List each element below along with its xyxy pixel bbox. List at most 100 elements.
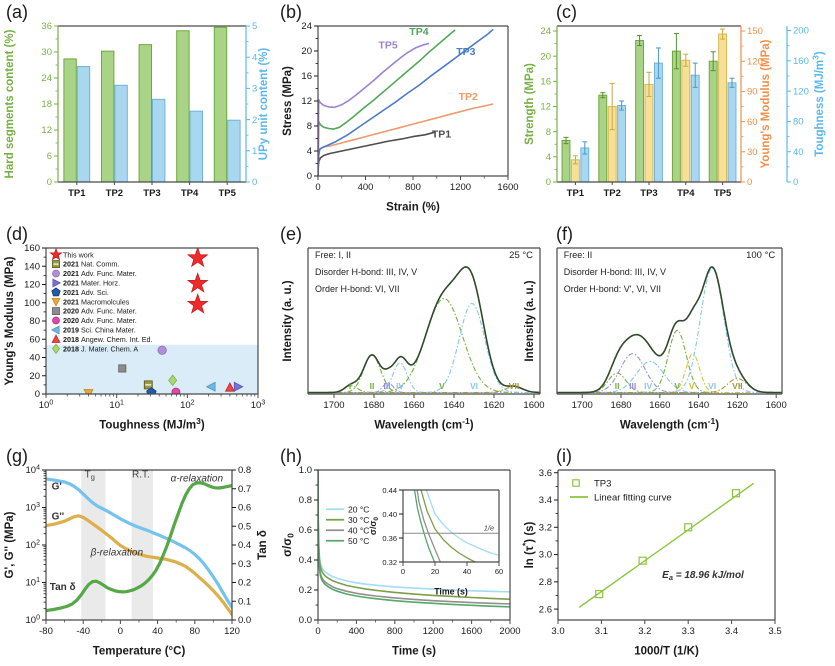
svg-text:0: 0 (401, 567, 405, 576)
svg-text:40: 40 (793, 147, 804, 158)
svg-text:2: 2 (252, 115, 257, 126)
svg-text:2.6: 2.6 (539, 604, 552, 615)
svg-text:-40: -40 (76, 626, 90, 637)
panel-d: (d) 0 20 40 60 80 100 120 140 160 Young's Modulus… (0, 222, 278, 444)
svg-text:16: 16 (540, 77, 551, 88)
svg-text:12: 12 (301, 96, 312, 107)
chart-i: 2.62.83.03.23.43.6ln (τ*) (s)3.0 3.1 3.2 3.… (521, 468, 782, 658)
svg-text:40 °C: 40 °C (348, 525, 369, 535)
svg-text:8: 8 (546, 127, 551, 138)
svg-text:120: 120 (747, 56, 763, 67)
svg-text:0.40: 0.40 (382, 510, 397, 519)
svg-text:VII: VII (509, 381, 519, 391)
svg-text:1660: 1660 (403, 400, 424, 411)
svg-text:20: 20 (301, 46, 312, 57)
svg-text:TP4: TP4 (181, 188, 199, 199)
svg-text:TP2: TP2 (459, 91, 478, 103)
svg-text:Toughness (MJ/m3): Toughness (MJ/m3) (811, 51, 826, 157)
svg-text:0.36: 0.36 (382, 534, 397, 543)
svg-text:30: 30 (41, 47, 52, 58)
svg-text:1600: 1600 (766, 400, 787, 411)
svg-text:24: 24 (301, 21, 312, 32)
svg-text:40: 40 (152, 626, 163, 637)
svg-text:12: 12 (41, 125, 52, 136)
svg-text:101: 101 (26, 577, 41, 589)
svg-text:0.3: 0.3 (238, 559, 251, 570)
svg-text:80: 80 (190, 626, 201, 637)
svg-text:60: 60 (495, 567, 503, 576)
svg-text:ln (τ*) (s): ln (τ*) (s) (521, 521, 536, 568)
svg-text:II: II (615, 381, 620, 391)
chart-c: 0 4 8 12 16 20 24 Strength (MPa) 0 30 60 90 120 150 Yo… (524, 25, 826, 199)
svg-text:1640: 1640 (443, 400, 464, 411)
svg-text:TP4: TP4 (409, 26, 428, 38)
svg-text:1200: 1200 (450, 182, 471, 193)
panel-i-label: (i) (556, 446, 572, 466)
svg-text:20: 20 (431, 567, 439, 576)
svg-text:5: 5 (252, 21, 257, 32)
svg-text:100: 100 (26, 615, 41, 627)
svg-text:This work: This work (63, 250, 94, 259)
panel-g-label: (g) (6, 446, 28, 466)
svg-text:TP3: TP3 (594, 478, 611, 489)
svg-text:3.0: 3.0 (539, 550, 552, 561)
svg-text:400: 400 (358, 182, 374, 193)
svg-text:20: 20 (540, 51, 551, 62)
chart-g: 100 101 102 103 104 G', G'' (MPa) 0.0 0.1 0.2 0.3… (4, 465, 269, 658)
svg-text:2021 Nat. Comm.: 2021 Nat. Comm. (63, 260, 119, 269)
svg-text:Tg: Tg (85, 470, 95, 482)
svg-text:TP3: TP3 (640, 188, 657, 199)
svg-text:Intensity (a. u.): Intensity (a. u.) (524, 280, 536, 361)
svg-text:3.2: 3.2 (638, 626, 651, 637)
panel-h: (h) 0.0 0.2 0.4 0.6 0.8 1.0 σ/σ0 0 400 800 1200 160… (278, 444, 556, 666)
svg-text:σ/σ0: σ/σ0 (282, 533, 296, 557)
svg-text:18: 18 (41, 99, 52, 110)
panel-f: (f) II III IV V V' VI VII Intensity (a. u.) 1700… (520, 222, 835, 444)
svg-text:1680: 1680 (610, 400, 631, 411)
svg-text:1700: 1700 (323, 400, 344, 411)
svg-text:Strain (%): Strain (%) (386, 202, 440, 214)
svg-text:2018 J. Mater. Chem. A: 2018 J. Mater. Chem. A (63, 344, 138, 353)
svg-text:IV: IV (396, 381, 404, 391)
chart-b: 0 4 8 12 16 20 24 Stress (MPa) 0 400 800 1200 1600 St… (282, 21, 519, 214)
svg-text:0: 0 (307, 171, 312, 182)
svg-text:1680: 1680 (363, 400, 384, 411)
svg-text:0.8: 0.8 (238, 465, 251, 476)
panel-b: (b) 0 4 8 12 16 20 24 Stress (MPa) 0 400 800 1200 16… (278, 0, 556, 222)
svg-text:3.1: 3.1 (595, 626, 608, 637)
svg-text:0.44: 0.44 (382, 486, 397, 495)
panel-c-label: (c) (556, 2, 577, 22)
svg-text:0: 0 (315, 626, 320, 637)
svg-text:I: I (349, 381, 351, 391)
svg-text:50 °C: 50 °C (348, 536, 369, 546)
panel-a: (a) 0 6 12 18 24 30 36 Hard segments content (%… (0, 0, 278, 222)
svg-text:120: 120 (224, 626, 240, 637)
panel-i: (i) 2.6 2.8 3.0 3.2 3.4 3.6 ln (τ*) (s) 3.0 3.1 3… (520, 444, 835, 666)
svg-text:3.3: 3.3 (682, 626, 695, 637)
svg-text:100 °C: 100 °C (746, 250, 775, 261)
svg-text:100: 100 (24, 298, 40, 309)
svg-text:1: 1 (252, 146, 257, 157)
svg-text:60: 60 (29, 334, 40, 345)
svg-text:TP4: TP4 (677, 188, 695, 199)
svg-text:0.32: 0.32 (382, 558, 397, 567)
svg-text:Ea = 18.96 kJ/mol: Ea = 18.96 kJ/mol (662, 570, 744, 582)
svg-text:Toughness (MJ/m3): Toughness (MJ/m3) (99, 416, 205, 431)
svg-text:VI: VI (470, 381, 478, 391)
svg-text:160: 160 (24, 243, 40, 254)
svg-text:0: 0 (47, 177, 52, 188)
svg-text:Intensity (a. u.): Intensity (a. u.) (282, 280, 294, 361)
svg-text:160: 160 (793, 56, 809, 67)
svg-text:3.6: 3.6 (539, 468, 552, 479)
panel-h-label: (h) (280, 446, 302, 466)
svg-text:104: 104 (26, 465, 41, 477)
svg-text:V: V (439, 381, 445, 391)
svg-text:0.1: 0.1 (238, 596, 251, 607)
svg-text:TP3: TP3 (456, 46, 475, 58)
panel-e-label: (e) (280, 224, 302, 244)
svg-text:103: 103 (251, 399, 266, 411)
svg-text:2.8: 2.8 (539, 577, 552, 588)
svg-text:0.0: 0.0 (238, 615, 251, 626)
svg-text:8: 8 (307, 121, 312, 132)
